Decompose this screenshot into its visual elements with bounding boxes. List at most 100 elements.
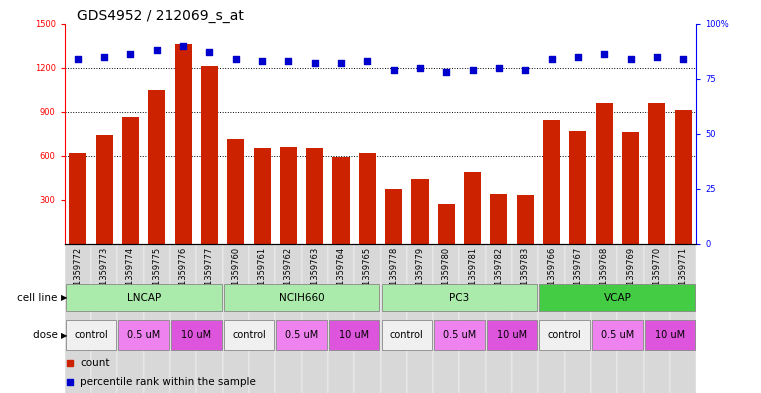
Bar: [301, 244, 328, 393]
Bar: [354, 244, 380, 393]
Text: ▶: ▶: [61, 331, 68, 340]
Text: cell line: cell line: [18, 293, 61, 303]
Bar: [460, 244, 486, 393]
Bar: [622, 132, 639, 244]
Point: [335, 60, 347, 66]
Point: [440, 69, 452, 75]
Bar: [540, 320, 590, 351]
Bar: [569, 131, 587, 244]
Bar: [196, 244, 222, 393]
Bar: [648, 103, 665, 244]
Text: 0.5 uM: 0.5 uM: [443, 330, 476, 340]
Bar: [306, 148, 323, 244]
Bar: [435, 320, 485, 351]
Bar: [617, 244, 644, 393]
Bar: [592, 320, 642, 351]
Bar: [174, 44, 192, 244]
Bar: [512, 244, 539, 393]
Text: NCIH660: NCIH660: [279, 293, 324, 303]
Text: dose: dose: [33, 330, 61, 340]
Bar: [591, 244, 617, 393]
Bar: [381, 320, 432, 351]
Bar: [380, 244, 407, 393]
Bar: [276, 320, 326, 351]
Bar: [539, 244, 565, 393]
Bar: [464, 172, 481, 244]
Bar: [412, 179, 428, 244]
Point: [282, 58, 295, 64]
Point: [151, 47, 163, 53]
Bar: [201, 66, 218, 244]
Bar: [486, 244, 512, 393]
Bar: [517, 195, 533, 244]
Bar: [117, 244, 144, 393]
Text: PC3: PC3: [449, 293, 470, 303]
Text: GDS4952 / 212069_s_at: GDS4952 / 212069_s_at: [78, 9, 244, 22]
Bar: [674, 110, 692, 244]
Point: [72, 56, 84, 62]
Bar: [596, 103, 613, 244]
Bar: [540, 284, 696, 311]
Bar: [490, 194, 508, 244]
Text: control: control: [232, 330, 266, 340]
Bar: [358, 153, 376, 244]
Bar: [223, 244, 249, 393]
Text: LNCAP: LNCAP: [126, 293, 161, 303]
Bar: [65, 244, 91, 393]
Bar: [69, 153, 87, 244]
Bar: [385, 189, 403, 244]
Bar: [119, 320, 169, 351]
Text: 0.5 uM: 0.5 uM: [600, 330, 634, 340]
Text: percentile rank within the sample: percentile rank within the sample: [81, 376, 256, 387]
Text: control: control: [74, 330, 108, 340]
Bar: [91, 244, 117, 393]
Point: [598, 51, 610, 57]
Point: [203, 49, 215, 55]
Bar: [407, 244, 433, 393]
Text: 10 uM: 10 uM: [181, 330, 212, 340]
Point: [177, 42, 189, 49]
Point: [309, 60, 321, 66]
Bar: [329, 320, 380, 351]
Point: [466, 67, 479, 73]
Point: [387, 67, 400, 73]
Bar: [224, 284, 380, 311]
Text: 10 uM: 10 uM: [497, 330, 527, 340]
Bar: [433, 244, 460, 393]
Bar: [543, 120, 560, 244]
Text: 0.5 uM: 0.5 uM: [127, 330, 161, 340]
Point: [625, 56, 637, 62]
Bar: [253, 148, 271, 244]
Point: [98, 53, 110, 60]
Bar: [328, 244, 354, 393]
Point: [493, 64, 505, 71]
Point: [519, 67, 531, 73]
Bar: [275, 244, 301, 393]
Bar: [122, 118, 139, 244]
Bar: [148, 90, 165, 244]
Bar: [171, 320, 221, 351]
Bar: [280, 147, 297, 244]
Bar: [487, 320, 537, 351]
Point: [230, 56, 242, 62]
Bar: [645, 320, 696, 351]
Bar: [670, 244, 696, 393]
Bar: [228, 140, 244, 244]
Bar: [249, 244, 275, 393]
Bar: [170, 244, 196, 393]
Text: 10 uM: 10 uM: [655, 330, 685, 340]
Point: [546, 56, 558, 62]
Text: control: control: [390, 330, 424, 340]
Text: VCAP: VCAP: [603, 293, 632, 303]
Bar: [644, 244, 670, 393]
Text: control: control: [548, 330, 581, 340]
Bar: [565, 244, 591, 393]
Bar: [65, 320, 116, 351]
Point: [256, 58, 268, 64]
Point: [572, 53, 584, 60]
Text: count: count: [81, 358, 110, 368]
Point: [651, 53, 663, 60]
Bar: [438, 204, 455, 244]
Text: 0.5 uM: 0.5 uM: [285, 330, 318, 340]
Point: [677, 56, 689, 62]
